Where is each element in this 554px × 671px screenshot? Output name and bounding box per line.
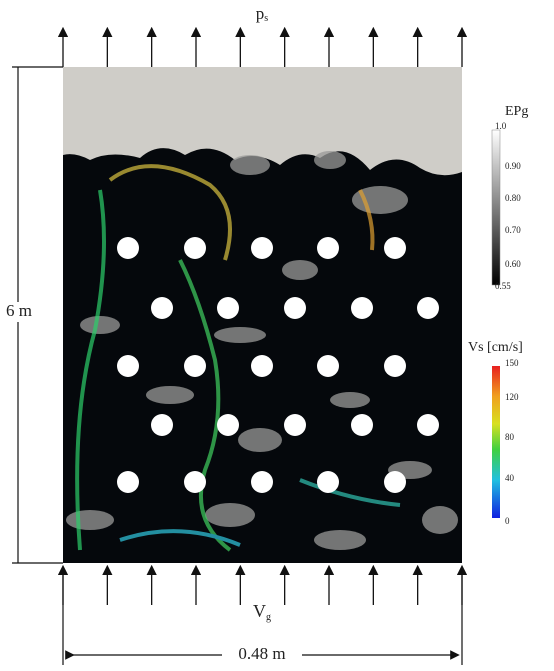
inlet-velocity-label: Vg [253, 601, 271, 623]
colorbar-tick-label: 120 [505, 392, 519, 402]
colorbar-tick-label: 0.60 [505, 259, 521, 269]
outlet-pressure-label: ps [256, 4, 269, 24]
vs-colorbar [492, 366, 500, 518]
colorbar-tick-label: 150 [505, 358, 519, 368]
colorbar-tick-label: 0.80 [505, 193, 521, 203]
colorbar-tick-label: 1.0 [495, 121, 507, 131]
width-label: 0.48 m [238, 644, 285, 663]
colorbar-tick-label: 0 [505, 516, 510, 526]
colorbar-title: Vs [cm/s] [468, 340, 523, 355]
colorbar-tick-label: 0.70 [505, 225, 521, 235]
label-main: V [253, 601, 266, 621]
colorbar-tick-label: 0.90 [505, 161, 521, 171]
simulation-domain [63, 67, 462, 563]
label-main: p [256, 4, 265, 23]
colorbar-tick-label: 80 [505, 432, 515, 442]
label-sub: g [266, 612, 271, 623]
flow-arrows [57, 26, 468, 605]
epg-colorbar [491, 129, 501, 286]
colorbar-tick-label: 40 [505, 473, 515, 483]
colorbar-title: EPg [505, 104, 528, 119]
height-label: 6 m [6, 301, 32, 320]
colorbar-labels: EPg 1.0 0.90 0.80 0.70 0.60 0.55 Vs [cm/s] 150 12… [468, 104, 528, 526]
colorbar-tick-label: 0.55 [495, 281, 511, 291]
label-sub: s [264, 13, 268, 24]
